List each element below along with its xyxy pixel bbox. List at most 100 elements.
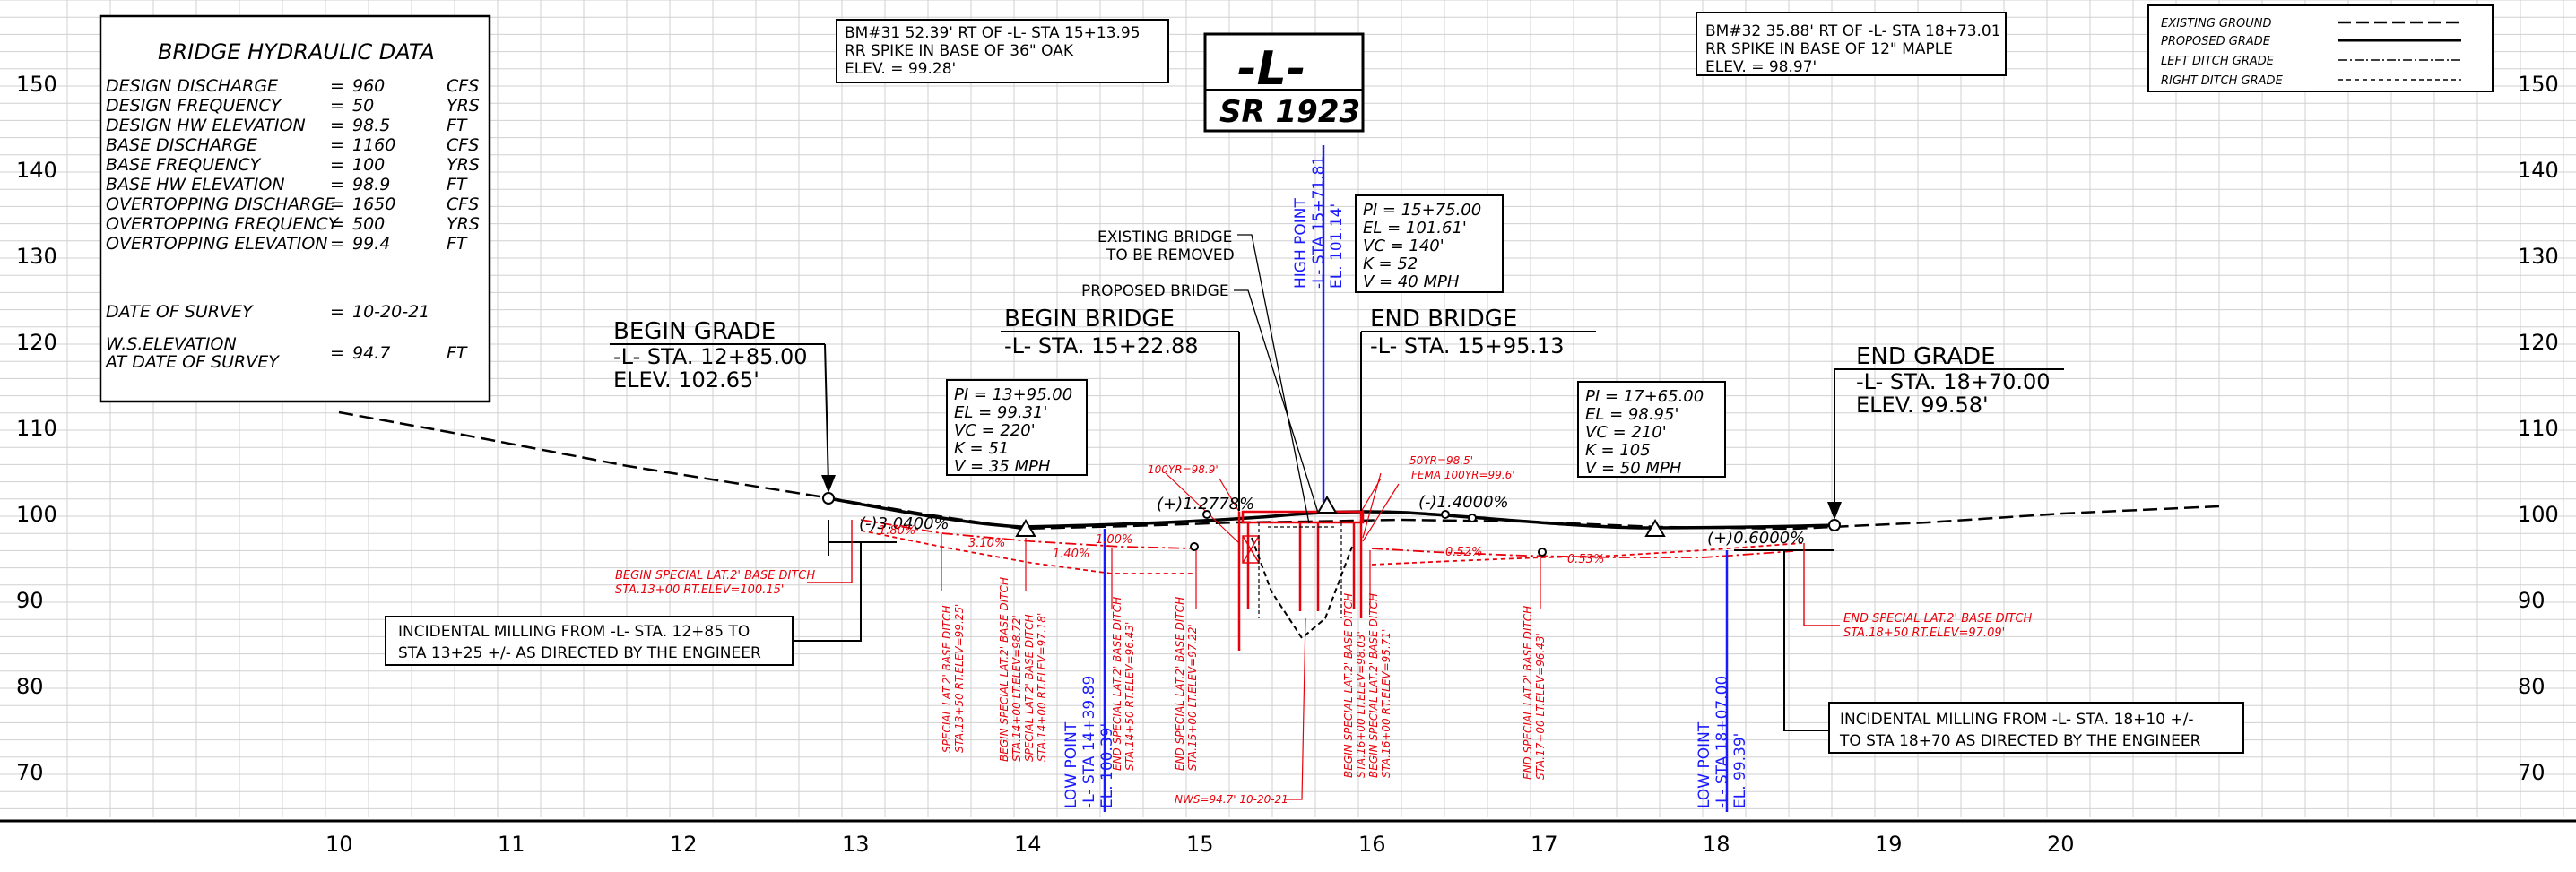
profile-axes: 150 140 130 120 110 100 90 80 70 150 140… [0,72,2576,857]
existing-bridge-outline [1258,522,1342,618]
elev-label-left: 130 [16,244,57,269]
water-level-note: 50YR=98.5' [1409,454,1473,467]
line-legend: EXISTING GROUND PROPOSED GRADE LEFT DITC… [2147,4,2494,92]
vc-data: VC = 220' [954,421,1036,440]
vc-data: PI = 13+95.00 [954,385,1072,404]
callout-title: BEGIN BRIDGE [1004,306,1175,332]
vc-data: EL = 99.31' [954,403,1047,422]
benchmark-text: ELEV. = 99.28' [845,60,956,78]
station-label: 12 [670,832,698,857]
ws-elevation-unit: FT [447,343,468,363]
hydraulic-row-unit: CFS [447,194,479,214]
ws-elevation-eq: = [330,343,344,363]
ditch-note: END SPECIAL LAT.2' BASE DITCH [1522,606,1534,780]
grade-label: (+)0.6000% [1707,529,1805,548]
ditch-note: STA.16+00 LT.ELEV=98.03' [1355,631,1367,778]
milling-note: INCIDENTAL MILLING FROM -L- STA. 12+85 T… [385,520,897,666]
existing-bridge-label: EXISTING BRIDGE [1097,229,1232,246]
ditch-note: STA.13+50 RT.ELEV=99.25' [953,604,966,753]
ditch-grade: 3.10% [968,537,1005,550]
elev-label-right: 70 [2518,760,2546,785]
hydraulic-row-label: DESIGN HW ELEVATION [106,116,306,135]
grade-point-marker [822,492,835,505]
existing-ground-line [338,410,2220,531]
bridge-structure [1165,472,1400,651]
vc-data: V = 50 MPH [1585,459,1682,478]
ditch-grade: 0.53% [1567,553,1604,566]
hydraulic-row-unit: FT [447,234,468,254]
proposed-bridge-leader [1234,289,1319,514]
survey-date-label: DATE OF SURVEY [106,302,254,322]
hydraulic-row-label: OVERTOPPING FREQUENCY [106,214,340,234]
station-label: 19 [1875,832,1903,857]
ditch-note: END SPECIAL LAT.2' BASE DITCH [1174,597,1186,771]
callout-station: -L- STA. 15+95.13 [1370,333,1565,358]
water-level-note: 100YR=98.9' [1148,463,1219,476]
hydraulic-row-value: 1160 [352,135,395,155]
hydraulic-row-eq: = [330,234,344,254]
hydraulic-row-value: 99.4 [352,234,390,254]
point-elevation: EL. 99.39' [1731,733,1749,808]
elev-label-left: 80 [16,674,44,699]
vc-data: VC = 210' [1585,423,1667,442]
low-point-marker: LOW POINT -L- STA 14+39.89 EL. 100.39' [1062,529,1116,812]
legend-label: EXISTING GROUND [2161,17,2272,30]
milling-text: INCIDENTAL MILLING FROM -L- STA. 18+10 +… [1840,711,2194,729]
vertical-curve-box: PI = 15+75.00 EL = 101.61' VC = 140' K =… [1355,194,1504,293]
station-label: 13 [842,832,870,857]
end-bridge-callout: END BRIDGE -L- STA. 15+95.13 [1360,306,1596,511]
hydraulic-row-eq: = [330,175,344,194]
elev-label-left: 150 [16,72,57,97]
hydraulic-row-eq: = [330,135,344,155]
benchmark-box: BM#31 52.39' RT OF -L- STA 15+13.95 RR S… [836,19,1169,83]
elev-label-left: 100 [16,502,57,527]
vc-data: V = 35 MPH [954,457,1051,476]
ditch-note: STA.16+00 RT.ELEV=95.71' [1380,629,1392,778]
low-point-marker: LOW POINT -L- STA 18+07.00 EL. 99.39' [1696,550,1749,812]
point-title: LOW POINT [1062,721,1080,808]
water-level-note: NWS=94.7' 10-20-21 [1175,793,1288,806]
point-title: LOW POINT [1696,721,1713,808]
alignment-name: -L- [1237,42,1305,96]
high-point-marker: HIGH POINT -L- STA 15+71.81 EL. 101.14' [1292,145,1346,502]
hydraulic-row-unit: YRS [447,155,480,175]
elev-label-right: 80 [2518,674,2546,699]
water-level-note: FEMA 100YR=99.6' [1411,469,1515,481]
benchmark-triangle-icon [1316,496,1338,514]
vc-data: VC = 140' [1363,237,1444,255]
benchmark-text: RR SPIKE IN BASE OF 12" MAPLE [1705,40,1953,58]
ditch-note: BEGIN SPECIAL LAT.2' BASE DITCH [998,577,1010,762]
ditch-note: STA.14+00 RT.ELEV=97.18' [1036,613,1048,762]
hydraulic-row-eq: = [330,116,344,135]
station-label: 16 [1358,832,1386,857]
pvi-marker [1190,542,1199,551]
callout-elevation: ELEV. 102.65' [613,367,759,393]
callout-station: -L- STA. 18+70.00 [1856,369,2051,394]
grade-label: (+)1.2778% [1157,495,1254,514]
milling-text: INCIDENTAL MILLING FROM -L- STA. 12+85 T… [398,623,750,641]
ditch-note: STA.13+00 RT.ELEV=100.15' [615,583,784,597]
hydraulic-data-table: BRIDGE HYDRAULIC DATA DESIGN DISCHARGE =… [99,14,491,403]
ditch-note: SPECIAL LAT.2' BASE DITCH [1023,614,1036,762]
callout-title: BEGIN GRADE [613,318,776,345]
existing-bridge-label: TO BE REMOVED [1106,246,1235,264]
hydraulic-row-unit: CFS [447,76,479,96]
station-label: 17 [1531,832,1558,857]
hydraulic-row-eq: = [330,155,344,175]
hydraulic-row-label: BASE FREQUENCY [106,155,262,175]
ditch-note: STA.17+00 LT.ELEV=96.43' [1534,633,1547,780]
survey-date-value: 10-20-21 [352,302,429,322]
vc-data: PI = 15+75.00 [1363,201,1481,220]
ditch-note: BEGIN SPECIAL LAT.2' BASE DITCH [1367,593,1380,778]
callout-title: END GRADE [1856,343,1996,370]
callout-elevation: ELEV. 99.58' [1856,393,1989,418]
hydraulic-row-value: 500 [352,214,385,234]
ditch-note: BEGIN SPECIAL LAT.2' BASE DITCH [615,569,815,583]
begin-grade-callout: BEGIN GRADE -L- STA. 12+85.00 ELEV. 102.… [610,318,836,493]
point-station: -L- STA 15+71.81 [1310,156,1328,289]
ditch-grade: 1.40% [1053,548,1089,561]
elev-label-left: 110 [16,416,57,441]
milling-text: TO STA 18+70 AS DIRECTED BY THE ENGINEER [1839,732,2201,750]
benchmark-box: BM#32 35.88' RT OF -L- STA 18+73.01 RR S… [1696,12,2007,76]
